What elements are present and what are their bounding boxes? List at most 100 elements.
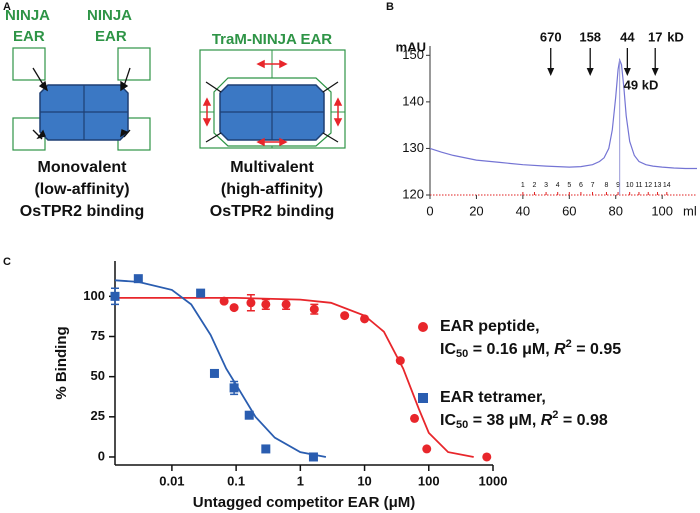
legend-stats-part: 50 [456,419,468,431]
fraction-label: 10 [626,182,634,189]
legend-stats-part: IC [440,412,456,429]
x-tick-label: 80 [609,203,623,218]
marker-label: 670 [540,29,562,44]
legend-stats: IC50 = 0.16 μM, R2 = 0.95 [440,338,621,360]
chromatogram-line [429,57,697,170]
legend-stats-part: = 0.98 [558,412,607,429]
data-point [196,288,206,298]
fraction-label: 11 [635,182,642,189]
diagram-label: NINJA [87,7,132,24]
peak-label: 49 kD [624,77,659,92]
data-point [422,444,432,454]
fraction-label: 7 [591,182,595,189]
fraction-label: 6 [579,182,583,189]
y-axis-label: % Binding [53,326,70,399]
x-tick-label: 100 [651,203,673,218]
caption: OsTPR2 binding [20,203,144,220]
x-tick-label: 20 [469,203,483,218]
x-tick-label: 1 [297,473,304,488]
data-point [360,314,370,324]
data-point [308,452,318,462]
caption: Monovalent [38,159,128,176]
y-tick-label: 0 [98,448,105,463]
panel-label: B [386,1,394,13]
y-tick-label: 100 [83,288,105,303]
legend-stats-part: = 0.16 μM, [468,341,554,358]
legend-stats-part: IC [440,341,456,358]
y-tick-label: 140 [402,93,424,108]
legend-marker [418,322,428,332]
caption: (low-affinity) [34,181,129,198]
y-tick-label: 130 [402,140,424,155]
marker-arrowhead [651,68,659,76]
diagram-label: EAR [13,28,45,45]
legend-stats: IC50 = 38 μM, R2 = 0.98 [440,409,608,431]
data-point [229,303,239,313]
legend-stats-part: R [554,341,566,358]
legend-stats-part: = 38 μM, [468,412,540,429]
marker-label: 158 [579,29,601,44]
x-axis-label: Untagged competitor EAR (μM) [193,494,416,511]
data-point [133,274,143,284]
data-point [410,413,420,423]
marker-unit: kD [667,29,684,44]
data-point [261,299,271,309]
caption: Multivalent [230,159,314,176]
x-tick-label: 100 [418,473,440,488]
legend-stats-part: R [541,412,553,429]
data-point [261,444,271,454]
data-point [281,299,291,309]
marker-arrowhead [586,68,594,76]
caption: OsTPR2 binding [210,203,334,220]
y-tick-label: 25 [91,408,105,423]
legend-label: EAR tetramer, [440,389,546,406]
data-point [209,368,219,378]
diagram-right [199,49,346,149]
x-tick-label: 0.01 [159,473,184,488]
data-point [229,383,239,393]
legend-stats-part: = 0.95 [572,341,621,358]
panel-label: C [3,256,11,268]
x-tick-label: 0.1 [227,473,245,488]
data-point [309,304,319,314]
y-tick-label: 150 [402,47,424,62]
y-tick-label: 75 [91,328,105,343]
x-tick-label: 10 [357,473,371,488]
legend-stats-part: 2 [552,409,558,421]
diagram-left [12,47,151,151]
fit-curve [115,297,474,458]
data-point [246,298,256,308]
marker-label: 44 [620,29,635,44]
data-point [110,291,120,301]
fraction-label: 2 [533,182,537,189]
fraction-label: 12 [644,182,652,189]
data-point [219,296,229,306]
fraction-label: 9 [616,182,620,189]
fraction-label: 14 [663,182,671,189]
fit-curve [114,279,327,458]
legend-marker [418,393,428,403]
diagram-label: EAR [95,28,127,45]
fraction-label: 3 [544,182,548,189]
fraction-label: 4 [556,182,560,189]
data-point [340,311,350,321]
x-tick-label: 1000 [479,473,508,488]
marker-arrowhead [547,68,555,76]
diagram-label: TraM-NINJA EAR [212,31,332,48]
y-axis-label: mAU [396,39,426,54]
x-tick-label: 40 [516,203,530,218]
data-point [482,452,492,462]
fraction-label: 1 [521,182,525,189]
legend-label: EAR peptide, [440,318,540,335]
fraction-label: 5 [567,182,571,189]
marker-label: 17 [648,29,662,44]
diagram-label: NINJA [5,7,50,24]
legend-stats-part: 2 [566,338,572,350]
panel-label: A [3,1,11,13]
fraction-label: 13 [654,182,662,189]
y-tick-label: 50 [91,368,105,383]
caption: (high-affinity) [221,181,323,198]
marker-arrowhead [623,68,631,76]
data-point [244,410,254,420]
